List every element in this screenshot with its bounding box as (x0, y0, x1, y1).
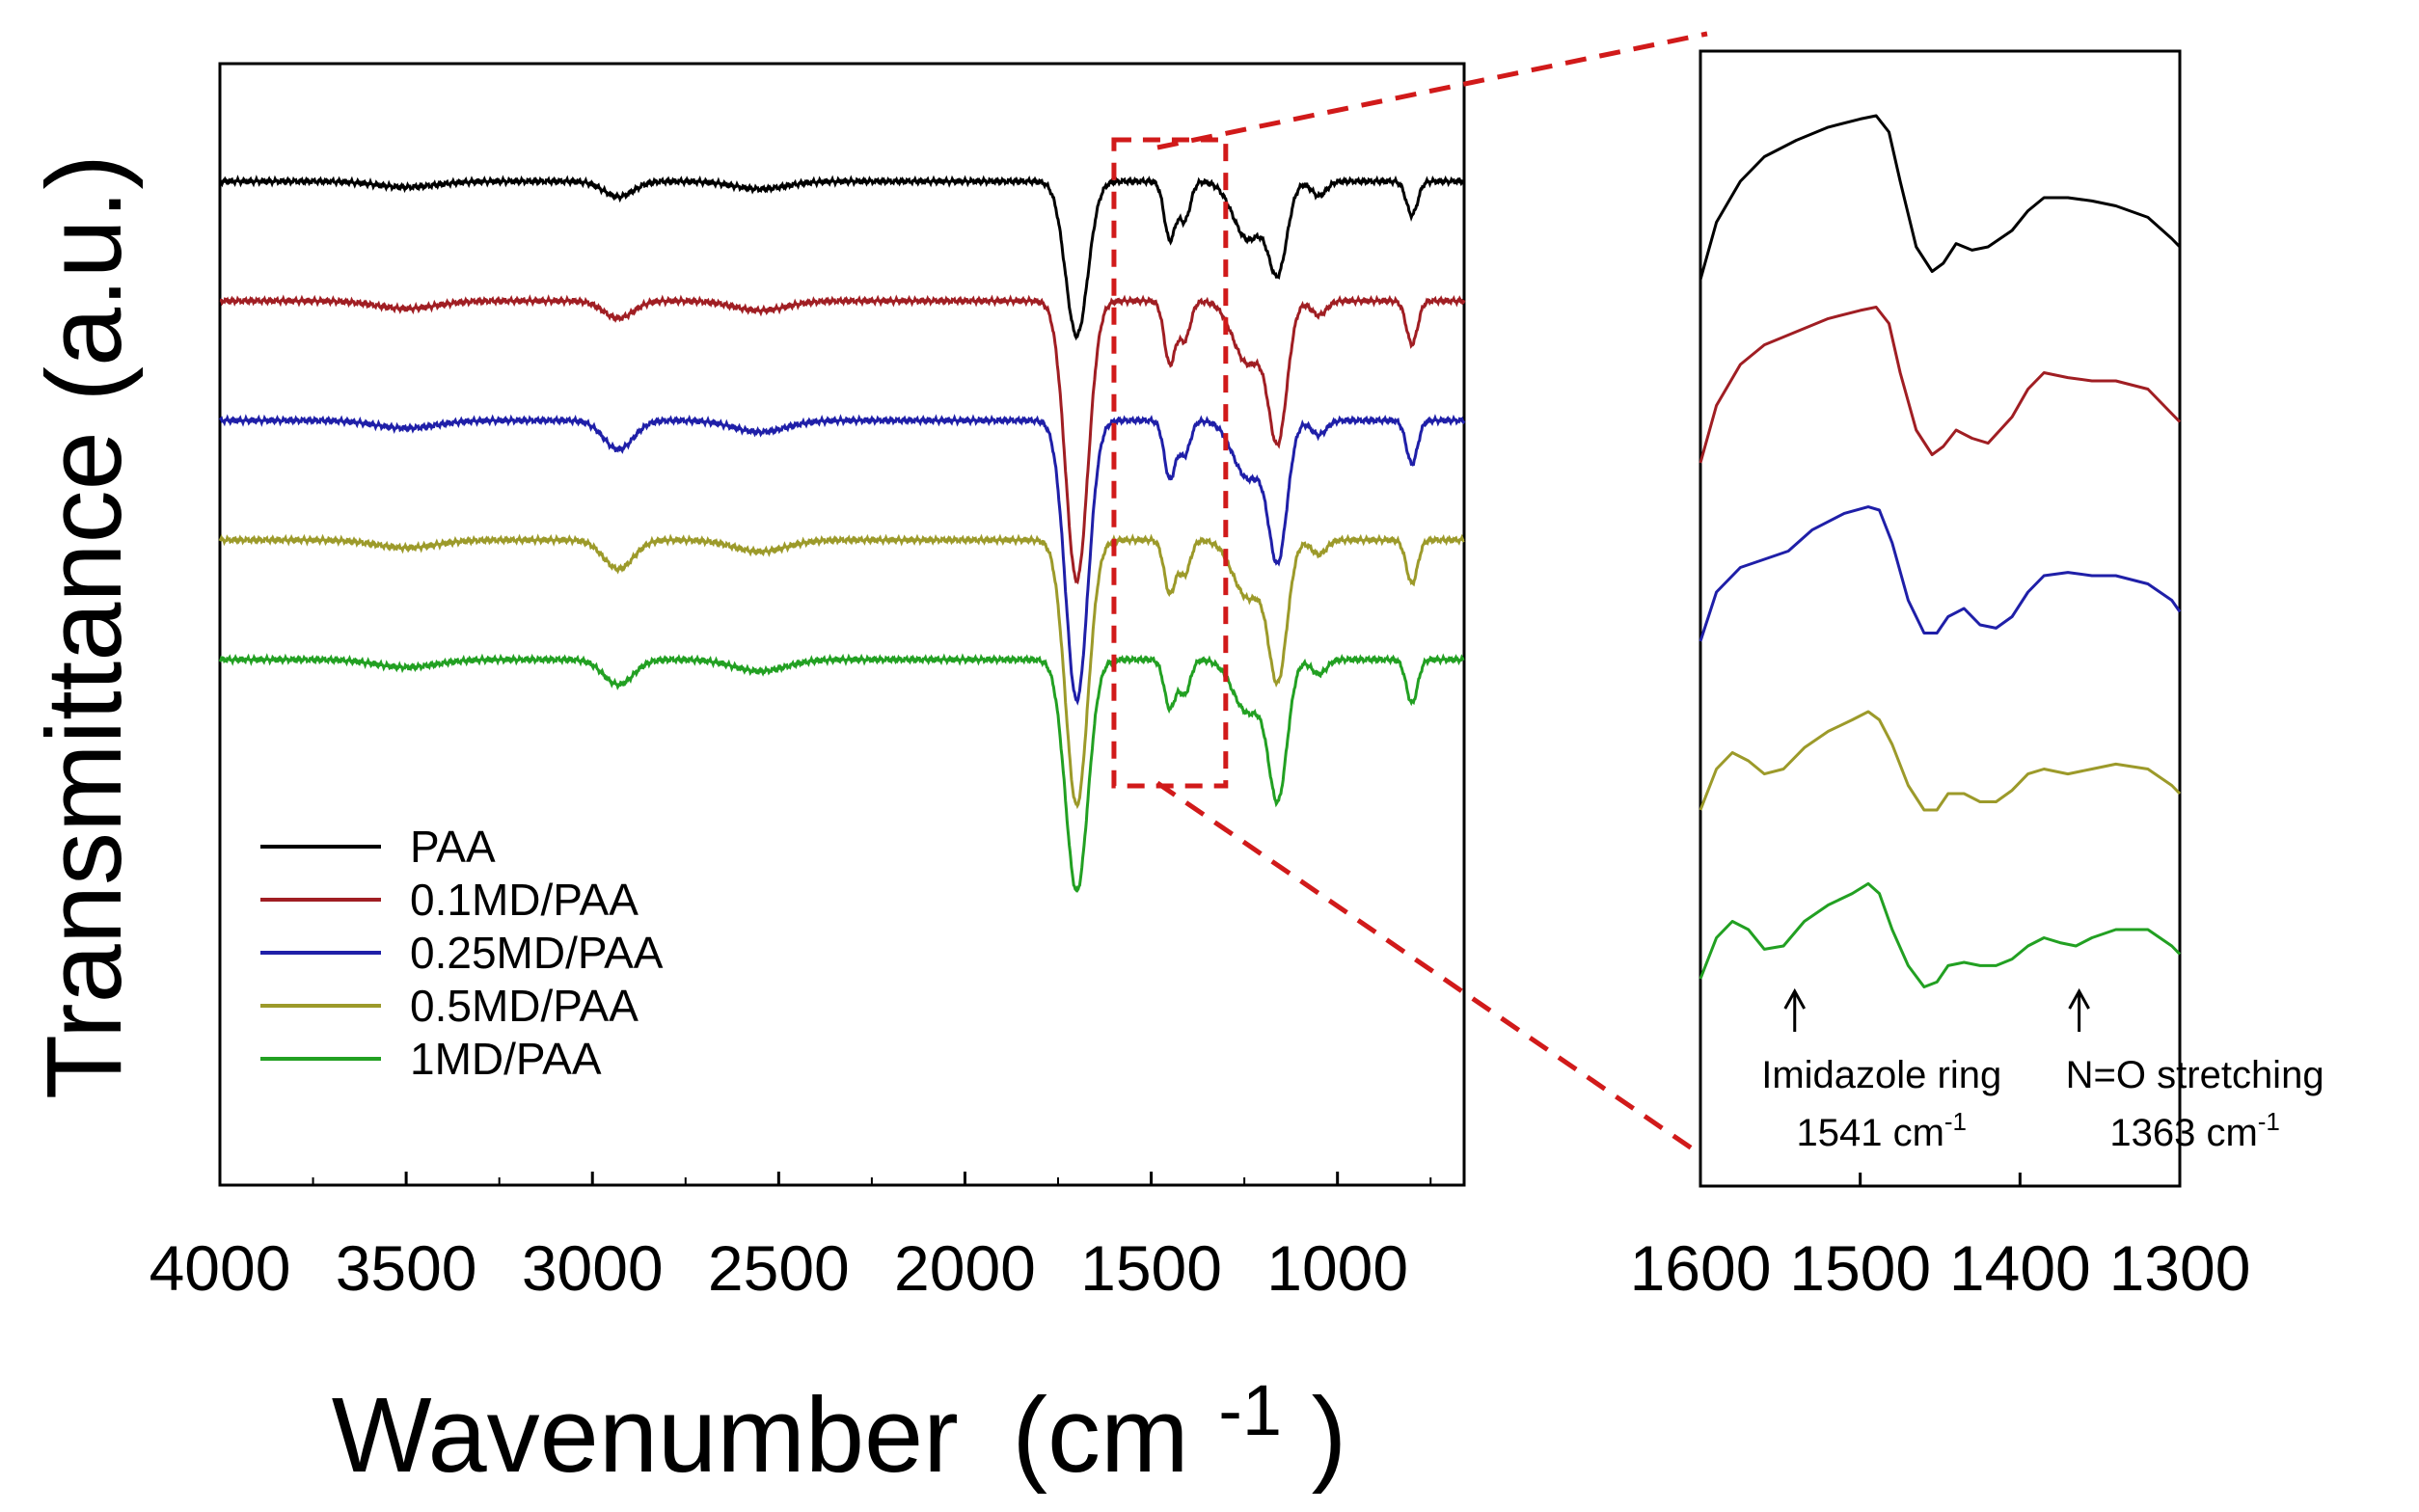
legend-label: 0.1MD/PAA (410, 875, 639, 925)
x-axis-title-unit: (cm (1012, 1376, 1188, 1495)
inset-x-tick-label: 1300 (2109, 1232, 2251, 1304)
annotation-value: 1541 cm-1 (1796, 1107, 1967, 1154)
legend-label: 0.25MD/PAA (410, 928, 664, 978)
annotation-label: Imidazole ring (1761, 1054, 2001, 1096)
x-axis-title: Wavenumber (cm -1 ) (332, 1339, 1346, 1495)
zoom-connector-bottom (1155, 780, 1699, 1155)
x-axis-title-sup: -1 (1218, 1370, 1282, 1450)
inset-series-line (1699, 505, 2182, 642)
inset-series-line (1699, 306, 2182, 464)
inset-x-tick-label: 1500 (1789, 1232, 1931, 1304)
zoom-connector-top (1156, 31, 1708, 150)
legend-label: 1MD/PAA (410, 1034, 602, 1084)
legend-label: 0.5MD/PAA (410, 981, 639, 1031)
main-plot-frame (218, 62, 1466, 1187)
x-axis-title-main: Wavenumber (332, 1376, 959, 1495)
main-x-tick-label: 1000 (1266, 1232, 1408, 1304)
annotation-value-sup: -1 (2258, 1107, 2280, 1136)
legend-label: PAA (410, 822, 496, 872)
main-series-line (218, 533, 1465, 810)
annotation-value-sup: -1 (1944, 1107, 1967, 1136)
inset-x-tick-label: 1400 (1949, 1232, 2091, 1304)
annotation-label: N=O stretching (2066, 1054, 2324, 1096)
main-x-tick-label: 4000 (149, 1232, 291, 1304)
x-axis-title-close: ) (1312, 1376, 1347, 1495)
zoom-region-box (1111, 137, 1229, 789)
main-series-line (219, 175, 1466, 341)
main-series-line (218, 414, 1466, 706)
inset-plot-frame (1699, 49, 2182, 1188)
main-x-tick-label: 3500 (336, 1232, 477, 1304)
main-series-line (218, 653, 1465, 894)
main-series-group (218, 175, 1466, 894)
inset-series-line (1699, 114, 2182, 281)
inset-x-tick-label: 1600 (1630, 1232, 1772, 1304)
annotation-value: 1363 cm-1 (2109, 1107, 2280, 1154)
inset-series-line (1699, 710, 2182, 812)
main-x-ticks: 4000 3500 3000 2500 2000 1500 1000 (149, 1172, 1432, 1304)
main-x-tick-label: 2500 (708, 1232, 850, 1304)
inset-series-line (1699, 881, 2182, 988)
main-series-line (219, 294, 1466, 585)
y-axis-title: Transmittance (a.u.) (25, 154, 144, 1099)
annotation-value-text: 1363 cm (2109, 1112, 2257, 1154)
annotation-arrow-head (2068, 987, 2090, 1010)
inset-series-group (1699, 114, 2182, 988)
main-x-tick-label: 2000 (894, 1232, 1036, 1304)
annotation-value-text: 1541 cm (1796, 1112, 1943, 1154)
annotation-arrow-head (1783, 987, 1807, 1010)
main-x-tick-label: 1500 (1080, 1232, 1222, 1304)
inset-x-ticks: 1600 1500 1400 1300 (1630, 1173, 2251, 1304)
main-x-tick-label: 3000 (522, 1232, 664, 1304)
